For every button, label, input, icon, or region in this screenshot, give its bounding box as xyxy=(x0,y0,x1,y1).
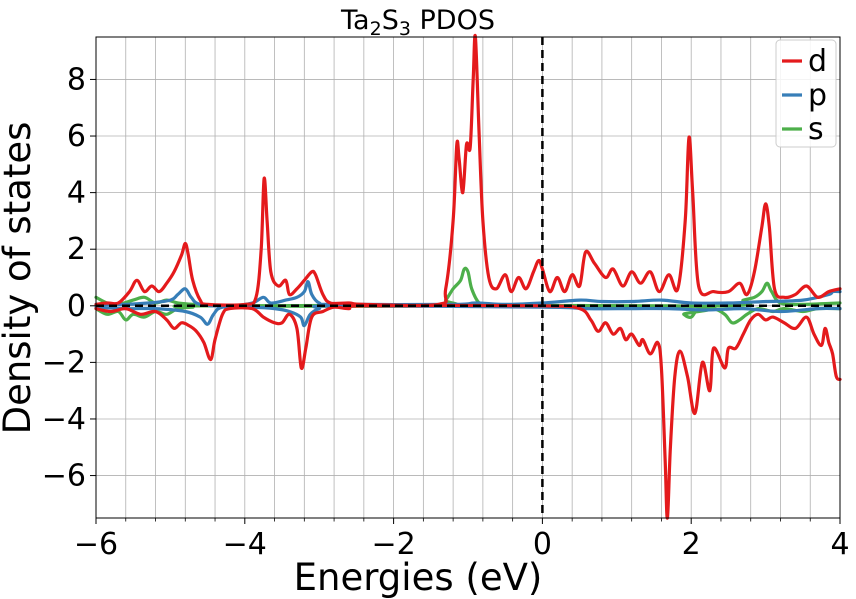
y-tick-label: 6 xyxy=(67,119,86,154)
y-tick-label: 2 xyxy=(67,232,86,267)
y-tick-label: 4 xyxy=(67,176,86,211)
series-p-up-line xyxy=(94,280,842,308)
series-curves xyxy=(94,33,842,520)
series-p-down-line xyxy=(94,304,842,328)
x-axis-label: Energies (eV) xyxy=(294,556,543,599)
legend-label-d: d xyxy=(808,44,827,79)
y-tick-label: −6 xyxy=(42,459,86,494)
y-tick-label: −2 xyxy=(42,345,86,380)
x-tick-label: 2 xyxy=(682,527,701,562)
x-tick-label: −6 xyxy=(74,527,118,562)
x-tick-label: −4 xyxy=(223,527,267,562)
x-tick-label: 0 xyxy=(533,527,552,562)
axis-ticks: −6 −4 −2 0 2 4 −6 −4 −2 0 2 4 6 8 xyxy=(42,62,850,562)
reference-lines xyxy=(96,37,840,518)
series-s-up-line xyxy=(94,266,842,308)
legend-label-p: p xyxy=(808,78,827,113)
y-tick-label: 0 xyxy=(67,289,86,324)
x-tick-label: 4 xyxy=(830,527,849,562)
y-tick-label: −4 xyxy=(42,402,86,437)
y-axis-label: Density of states xyxy=(0,122,39,435)
legend-box xyxy=(775,39,837,148)
legend-label-s: s xyxy=(808,112,824,147)
x-tick-label: −2 xyxy=(371,527,415,562)
chart-title: Ta2S3 PDOS xyxy=(340,5,495,40)
plot-frame xyxy=(95,36,841,519)
legend: dps xyxy=(775,39,837,148)
series-d-up-line xyxy=(94,33,842,308)
y-tick-label: 8 xyxy=(67,62,86,97)
series-d-down-line xyxy=(94,303,842,520)
